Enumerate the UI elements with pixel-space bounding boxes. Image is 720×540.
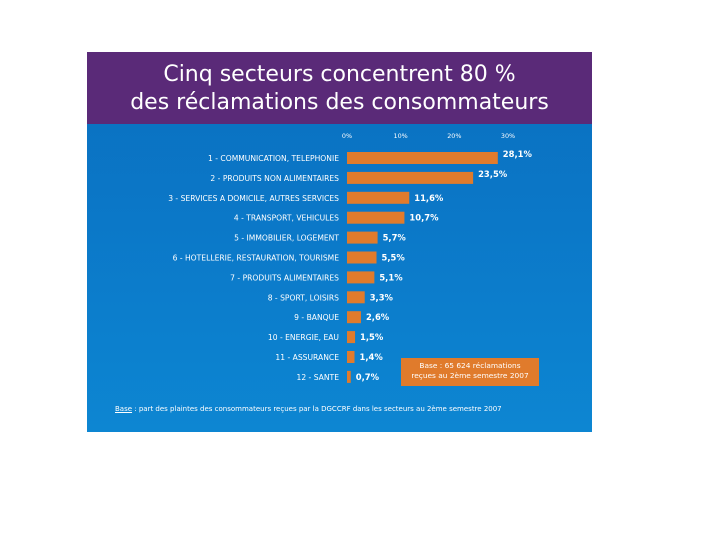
title-line-2: des réclamations des consommateurs <box>130 90 549 115</box>
category-label: 8 - SPORT, LOISIRS <box>268 293 339 302</box>
data-label: 2,6% <box>366 312 390 322</box>
bar <box>347 191 410 204</box>
data-label: 3,3% <box>370 292 394 302</box>
data-label: 5,5% <box>382 253 406 263</box>
bar <box>347 211 405 224</box>
data-label: 1,4% <box>360 352 384 362</box>
category-label: 11 - ASSURANCE <box>275 353 339 362</box>
bar <box>347 251 377 264</box>
bar <box>347 231 378 244</box>
base-note-box: Base : 65 624 réclamations reçues au 2èm… <box>401 358 539 386</box>
x-tick-label: 20% <box>447 132 461 140</box>
title-line-1: Cinq secteurs concentrent 80 % <box>163 62 516 87</box>
data-label: 0,7% <box>356 372 380 382</box>
bar-chart: 0% 10% 20% 30% 1 - COMMUNICATION, TELEPHONIE… <box>168 132 533 383</box>
footnote-text: : part des plaintes des consommateurs re… <box>132 405 502 413</box>
data-label: 5,1% <box>379 272 403 282</box>
category-label: 1 - COMMUNICATION, TELEPHONIE <box>208 154 339 163</box>
footnote-label: Base <box>115 405 133 413</box>
base-note-line-2: reçues au 2ème semestre 2007 <box>411 371 529 380</box>
category-label: 4 - TRANSPORT, VEHICULES <box>234 214 339 223</box>
bar <box>347 370 351 383</box>
title-banner: Cinq secteurs concentrent 80 % des récla… <box>87 52 592 124</box>
data-label: 11,6% <box>414 193 444 203</box>
bar <box>347 291 365 304</box>
category-label: 3 - SERVICES A DOMICILE, AUTRES SERVICES <box>168 194 339 203</box>
x-tick-label: 10% <box>394 132 408 140</box>
category-label: 10 - ENERGIE, EAU <box>268 333 339 342</box>
data-label: 23,5% <box>478 169 508 179</box>
slide: Cinq secteurs concentrent 80 % des récla… <box>87 52 592 432</box>
category-label: 5 - IMMOBILIER, LOGEMENT <box>234 234 339 243</box>
data-label: 5,7% <box>383 233 407 243</box>
category-label: 12 - SANTE <box>296 373 339 382</box>
data-label: 1,5% <box>360 332 384 342</box>
base-note-line-1: Base : 65 624 réclamations <box>419 361 521 370</box>
x-tick-label: 30% <box>501 132 515 140</box>
bar <box>347 351 355 363</box>
bar <box>347 152 498 164</box>
x-tick-label: 0% <box>342 132 352 140</box>
data-label: 28,1% <box>503 149 533 159</box>
data-label: 10,7% <box>409 213 439 223</box>
category-label: 6 - HOTELLERIE, RESTAURATION, TOURISME <box>173 254 340 263</box>
bar <box>347 311 361 324</box>
footnote: Base : part des plaintes des consommateu… <box>115 405 585 413</box>
category-label: 9 - BANQUE <box>294 313 339 322</box>
category-label: 7 - PRODUITS ALIMENTAIRES <box>230 273 339 282</box>
bar <box>347 331 356 344</box>
bar <box>347 271 375 284</box>
bar <box>347 171 474 184</box>
category-label: 2 - PRODUITS NON ALIMENTAIRES <box>210 174 339 183</box>
